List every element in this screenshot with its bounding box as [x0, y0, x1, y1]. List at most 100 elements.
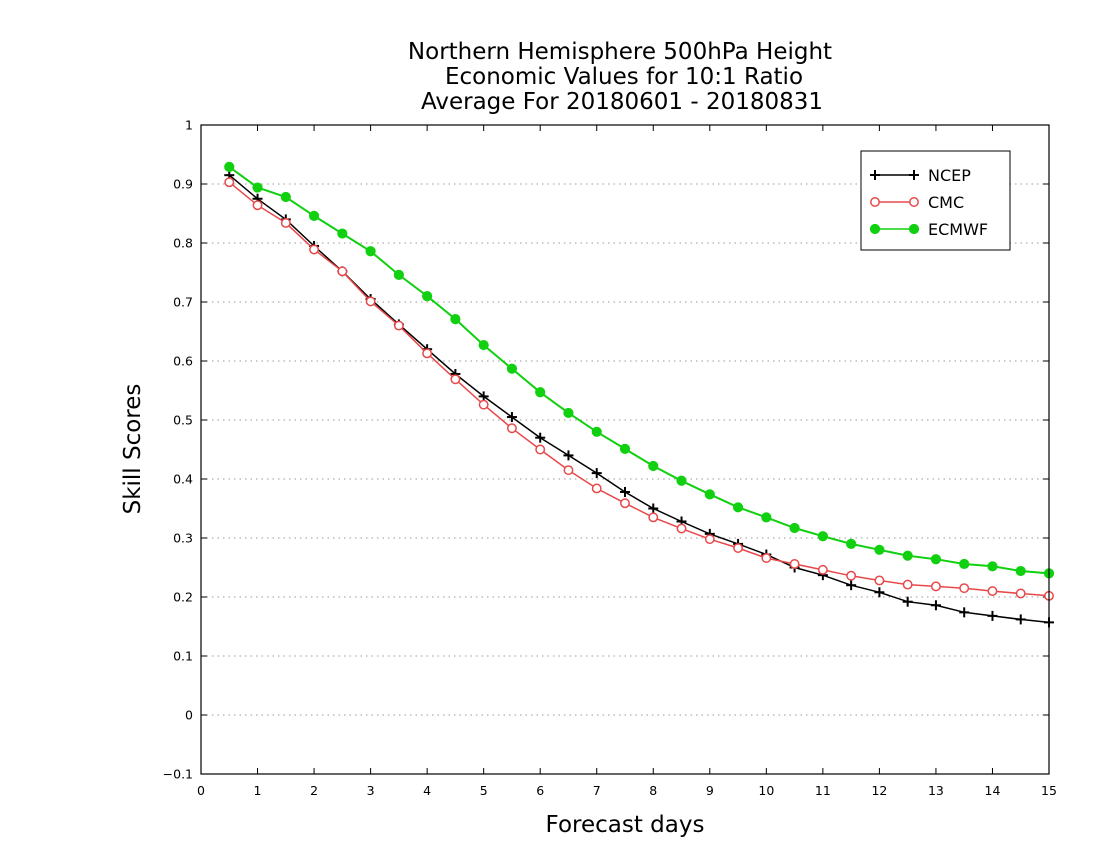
- x-axis-title: Forecast days: [546, 812, 705, 838]
- y-tick-label: −0.1: [163, 767, 193, 782]
- data-point-ecmwf: [902, 550, 913, 561]
- x-tick-label: 15: [1041, 783, 1057, 798]
- data-point-ecmwf: [987, 561, 998, 572]
- data-point-ecmwf: [450, 314, 461, 325]
- data-point-ecmwf: [1015, 565, 1026, 577]
- legend-entry-ncep: NCEP: [870, 166, 971, 185]
- data-point-ncep: [1015, 614, 1026, 625]
- data-point-cmc: [620, 498, 630, 509]
- y-tick-label: 0.4: [173, 472, 193, 487]
- data-point-ncep: [959, 607, 970, 618]
- data-point-ecmwf: [506, 363, 518, 374]
- data-point-ecmwf: [280, 191, 291, 203]
- x-tick-label: 5: [480, 783, 488, 798]
- data-point-ecmwf: [337, 228, 348, 239]
- data-point-cmc: [789, 559, 800, 569]
- series-ecmwf: [224, 161, 1055, 579]
- data-point-cmc: [450, 374, 461, 385]
- data-point-cmc: [591, 483, 602, 494]
- data-point-ecmwf: [224, 161, 235, 172]
- data-point-ncep: [563, 450, 574, 461]
- x-tick-label: 0: [197, 783, 205, 798]
- y-tick-label: 0.5: [173, 413, 193, 428]
- data-point-ecmwf: [846, 538, 857, 550]
- data-point-ncep: [874, 587, 885, 598]
- legend-entry-cmc: CMC: [870, 193, 964, 212]
- legend-marker: [870, 197, 880, 207]
- data-point-ecmwf: [591, 426, 602, 437]
- legend-marker: [908, 223, 920, 235]
- data-point-ncep: [620, 486, 630, 497]
- x-tick-label: 1: [254, 783, 262, 798]
- data-point-ecmwf: [959, 558, 970, 570]
- data-point-cmc: [930, 581, 941, 592]
- data-point-cmc: [393, 320, 404, 331]
- data-point-ecmwf: [704, 489, 715, 500]
- x-tick-label: 6: [536, 783, 544, 798]
- data-point-ecmwf: [817, 531, 828, 542]
- data-point-cmc: [733, 543, 744, 553]
- data-point-ecmwf: [761, 512, 772, 523]
- data-point-cmc: [535, 444, 546, 455]
- data-point-cmc: [846, 570, 857, 581]
- x-tick-label: 10: [758, 783, 774, 798]
- y-tick-labels: −0.1 0 0.1 0.2 0.3 0.4 0.5 0.6 0.7 0.8 0.9 1: [163, 118, 193, 782]
- data-point-cmc: [309, 244, 320, 255]
- x-tick-label: 11: [815, 783, 831, 798]
- data-point-cmc: [252, 200, 263, 211]
- data-point-cmc: [563, 465, 574, 476]
- legend-marker: [870, 170, 880, 180]
- x-tick-label: 3: [367, 783, 375, 798]
- chart-title-line-2: Economic Values for 10:1 Ratio: [445, 64, 803, 90]
- y-tick-label: 0.8: [173, 236, 193, 251]
- y-tick-label: 1: [185, 118, 193, 133]
- data-point-ecmwf: [874, 544, 885, 555]
- y-tick-label: 0.6: [173, 354, 193, 369]
- data-point-cmc: [959, 583, 970, 594]
- x-tick-label: 7: [593, 783, 601, 798]
- legend-box: [860, 150, 1011, 251]
- data-point-ecmwf: [535, 387, 546, 398]
- legend: NCEP CMC ECMWF: [860, 150, 1011, 251]
- data-point-ecmwf: [930, 554, 942, 565]
- legend-entry-ecmwf: ECMWF: [869, 220, 988, 239]
- data-point-cmc: [506, 423, 517, 434]
- y-tick-label: 0.9: [173, 177, 193, 192]
- data-point-ncep: [930, 600, 941, 611]
- y-tick-label: 0.3: [173, 531, 193, 546]
- data-point-cmc: [280, 217, 291, 228]
- series-cmc: [224, 177, 1054, 601]
- data-point-cmc: [902, 579, 913, 590]
- data-point-ecmwf: [365, 246, 376, 257]
- y-tick-label: 0.2: [173, 590, 193, 605]
- data-point-ncep: [987, 610, 998, 621]
- data-point-ecmwf: [676, 475, 687, 486]
- data-point-ecmwf: [619, 443, 631, 455]
- data-point-cmc: [704, 534, 715, 545]
- x-tick-label: 12: [871, 783, 887, 798]
- data-point-ncep: [535, 432, 546, 443]
- data-point-cmc: [987, 586, 998, 597]
- x-tick-label: 2: [310, 783, 318, 798]
- legend-label: ECMWF: [928, 220, 988, 239]
- data-point-cmc: [422, 348, 433, 359]
- data-point-ncep: [591, 468, 602, 479]
- data-point-ecmwf: [252, 182, 263, 193]
- data-point-ecmwf: [789, 522, 800, 534]
- x-tick-label: 14: [985, 783, 1001, 798]
- plot-frame: [200, 124, 1050, 775]
- y-tick-label: 0: [185, 708, 193, 723]
- data-point-cmc: [224, 177, 235, 188]
- data-point-cmc: [365, 296, 376, 307]
- data-point-ecmwf: [308, 210, 320, 221]
- data-point-ecmwf: [478, 339, 489, 351]
- data-point-cmc: [337, 266, 348, 277]
- data-point-ecmwf: [393, 269, 404, 280]
- y-axis-title: Skill Scores: [120, 384, 146, 515]
- legend-marker: [909, 170, 919, 180]
- data-point-cmc: [761, 553, 772, 564]
- data-point-cmc: [676, 523, 687, 534]
- data-point-cmc: [648, 512, 659, 523]
- x-tick-labels: 0 1 2 3 4 5 6 7 8 9 10 11 12 13 14 15: [197, 783, 1057, 798]
